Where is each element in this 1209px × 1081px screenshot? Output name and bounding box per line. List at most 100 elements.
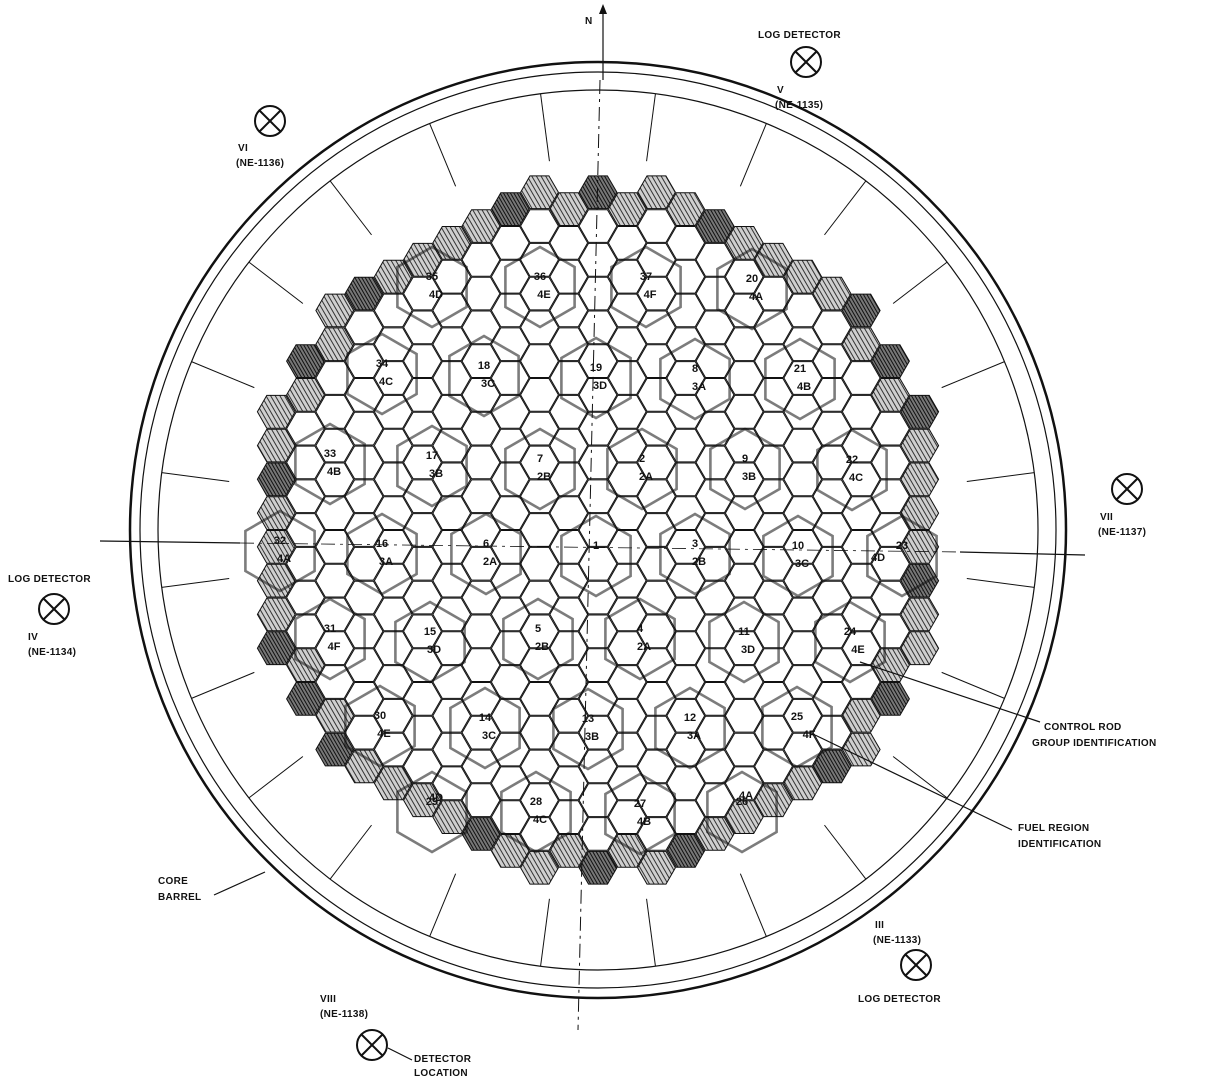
shield-spoke	[429, 873, 457, 937]
fuel-assembly	[871, 614, 910, 649]
shield-spoke	[824, 824, 867, 880]
fuel-assembly	[754, 479, 793, 514]
rod-group-number: 19	[590, 362, 602, 374]
fuel-assembly	[666, 766, 706, 801]
callout-fuel-region-line2: IDENTIFICATION	[1018, 839, 1101, 850]
reflector-assembly	[490, 192, 530, 226]
fuel-assembly	[403, 580, 442, 615]
rod-group-outline	[502, 597, 574, 681]
reflector-assembly	[432, 800, 472, 834]
fuel-assembly	[812, 648, 852, 682]
fuel-assembly	[783, 361, 823, 395]
fuel-assembly	[344, 546, 384, 581]
fuel-assembly	[783, 597, 823, 632]
fuel-assembly	[637, 783, 676, 818]
detector-vii: VII (NE-1137)	[1098, 473, 1146, 538]
fuel-assembly	[490, 665, 530, 699]
rod-group-outline	[500, 770, 572, 854]
reflector-assembly	[900, 462, 940, 497]
rod-group-number: 22	[846, 454, 858, 466]
reflector-assembly	[549, 834, 589, 868]
fuel-assembly	[637, 648, 676, 682]
reflector-assembly	[373, 766, 413, 801]
reflector-assembly	[286, 344, 325, 378]
fuel-assembly	[841, 631, 881, 666]
fuel-assembly	[666, 698, 706, 733]
rod-group-outline	[816, 428, 888, 512]
detector-vii-symbol-icon	[1111, 473, 1143, 505]
fuel-assembly	[403, 479, 442, 514]
fuel-assembly	[520, 783, 559, 818]
reflector-assembly	[315, 327, 355, 362]
detector-v-numeral: V	[777, 85, 784, 96]
reflector-assembly	[666, 192, 706, 226]
fuel-assembly	[549, 327, 589, 362]
rod-group-number: 25	[791, 711, 803, 723]
shield-spoke	[540, 898, 550, 967]
rod-group-outline	[244, 509, 316, 593]
rod-group-outline	[294, 422, 366, 506]
fuel-assembly	[637, 817, 676, 851]
reflector-assembly	[871, 682, 910, 716]
fuel-assembly	[841, 428, 881, 463]
rod-group-number: 35	[426, 271, 438, 283]
detector-iii-tag: (NE-1133)	[873, 935, 921, 946]
axis-lines	[99, 4, 1086, 1031]
fuel-assembly	[549, 496, 589, 530]
detector-location-line1: DETECTOR	[414, 1054, 472, 1065]
fuel-assembly	[666, 496, 706, 530]
rod-group-number: 27	[634, 798, 646, 810]
fuel-assembly	[373, 462, 413, 497]
fuel-assembly	[578, 242, 618, 277]
rod-group-number: 13	[582, 713, 594, 725]
rod-group-number: 31	[324, 623, 336, 635]
fuel-assembly	[871, 580, 910, 615]
rod-group-number: 33	[324, 448, 336, 460]
reflector-assembly	[841, 732, 881, 767]
fuel-region-label: 4B	[797, 381, 811, 393]
reflector-assembly	[256, 631, 296, 666]
reflector-assembly	[812, 276, 852, 311]
shield-spoke	[892, 756, 948, 799]
fuel-assembly	[549, 394, 589, 429]
reflector-assembly	[900, 563, 940, 598]
fuel-assembly	[432, 259, 472, 294]
reflector-assembly	[637, 175, 676, 210]
rod-group-number: 4	[637, 623, 644, 635]
reflector-assembly	[666, 834, 706, 868]
fuel-region-label: 3D	[593, 380, 607, 392]
fuel-assembly	[812, 513, 852, 547]
fuel-assembly	[695, 445, 735, 480]
rod-group-number: 37	[640, 271, 652, 283]
fuel-assembly	[871, 479, 910, 514]
fuel-assembly	[666, 293, 706, 328]
fuel-region-label: 3C	[482, 730, 496, 742]
detector-iv-tag: (NE-1134)	[28, 647, 76, 658]
fuel-assembly	[403, 513, 442, 547]
fuel-region-label: 4F	[644, 289, 657, 301]
fuel-assembly	[315, 361, 355, 395]
fuel-assembly	[549, 226, 589, 260]
rod-group-outline	[394, 600, 466, 684]
rod-group-number: 21	[794, 363, 806, 375]
fuel-region-label: 3A	[687, 730, 701, 742]
fuel-region-label: 2B	[535, 641, 549, 653]
detector-iv: LOG DETECTOR IV (NE-1134)	[8, 574, 91, 658]
reflector-assembly	[403, 242, 442, 277]
callout-core-barrel: CORE BARREL	[158, 871, 266, 903]
detector-iii: III (NE-1133) LOG DETECTOR	[858, 920, 941, 1005]
rod-group-outline	[552, 687, 624, 771]
fuel-assembly	[461, 344, 501, 378]
fuel-assembly	[754, 445, 793, 480]
fuel-assembly	[637, 411, 676, 446]
fuel-assembly	[724, 732, 764, 767]
rod-group-outline	[762, 514, 834, 598]
fuel-assembly	[695, 344, 735, 378]
fuel-region-label: 4A	[739, 790, 753, 802]
fuel-region-label: 3B	[585, 731, 599, 743]
fuel-assembly	[754, 614, 793, 649]
fuel-assembly	[812, 310, 852, 345]
fuel-assembly	[578, 209, 618, 243]
fuel-region-label: 4E	[377, 728, 390, 740]
callout-core-barrel-line2: BARREL	[158, 892, 201, 903]
